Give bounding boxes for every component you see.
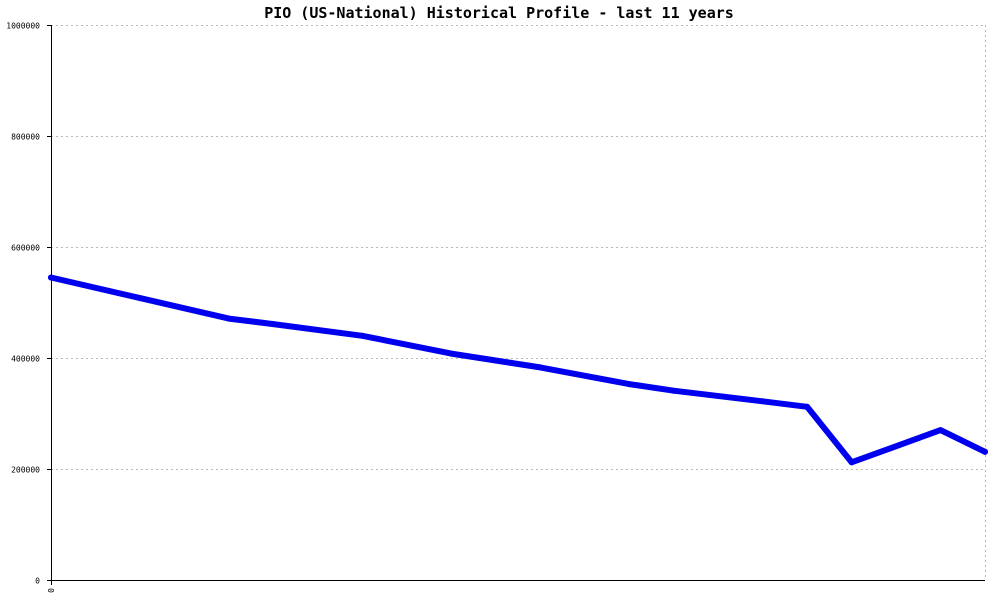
y-tick-label: 0: [35, 577, 40, 586]
y-tick-label: 1000000: [6, 22, 40, 31]
data-point: [537, 364, 544, 371]
x-tick-label: 0: [47, 588, 56, 593]
y-tick-label: 400000: [11, 355, 40, 364]
y-tick-label: 600000: [11, 244, 40, 253]
series-layer: [48, 274, 988, 466]
data-point: [48, 274, 54, 281]
data-point: [359, 332, 366, 339]
data-point: [848, 459, 855, 466]
tick-labels: 0 200000 400000 600000 800000 1000000 0: [6, 22, 56, 593]
grid-lines: [51, 25, 986, 580]
data-point: [670, 387, 677, 394]
y-tick-label: 800000: [11, 133, 40, 142]
chart-title: PIO (US-National) Historical Profile - l…: [264, 4, 734, 22]
data-point: [270, 321, 277, 328]
y-tick-label: 200000: [11, 466, 40, 475]
axes: [47, 25, 985, 585]
data-point: [626, 381, 633, 388]
data-point: [937, 427, 944, 434]
data-point: [448, 350, 455, 357]
data-point: [225, 315, 232, 322]
data-point: [759, 398, 766, 405]
series-line-0: [48, 274, 988, 466]
data-point: [137, 295, 143, 302]
data-point: [982, 448, 988, 455]
data-point: [804, 403, 811, 410]
